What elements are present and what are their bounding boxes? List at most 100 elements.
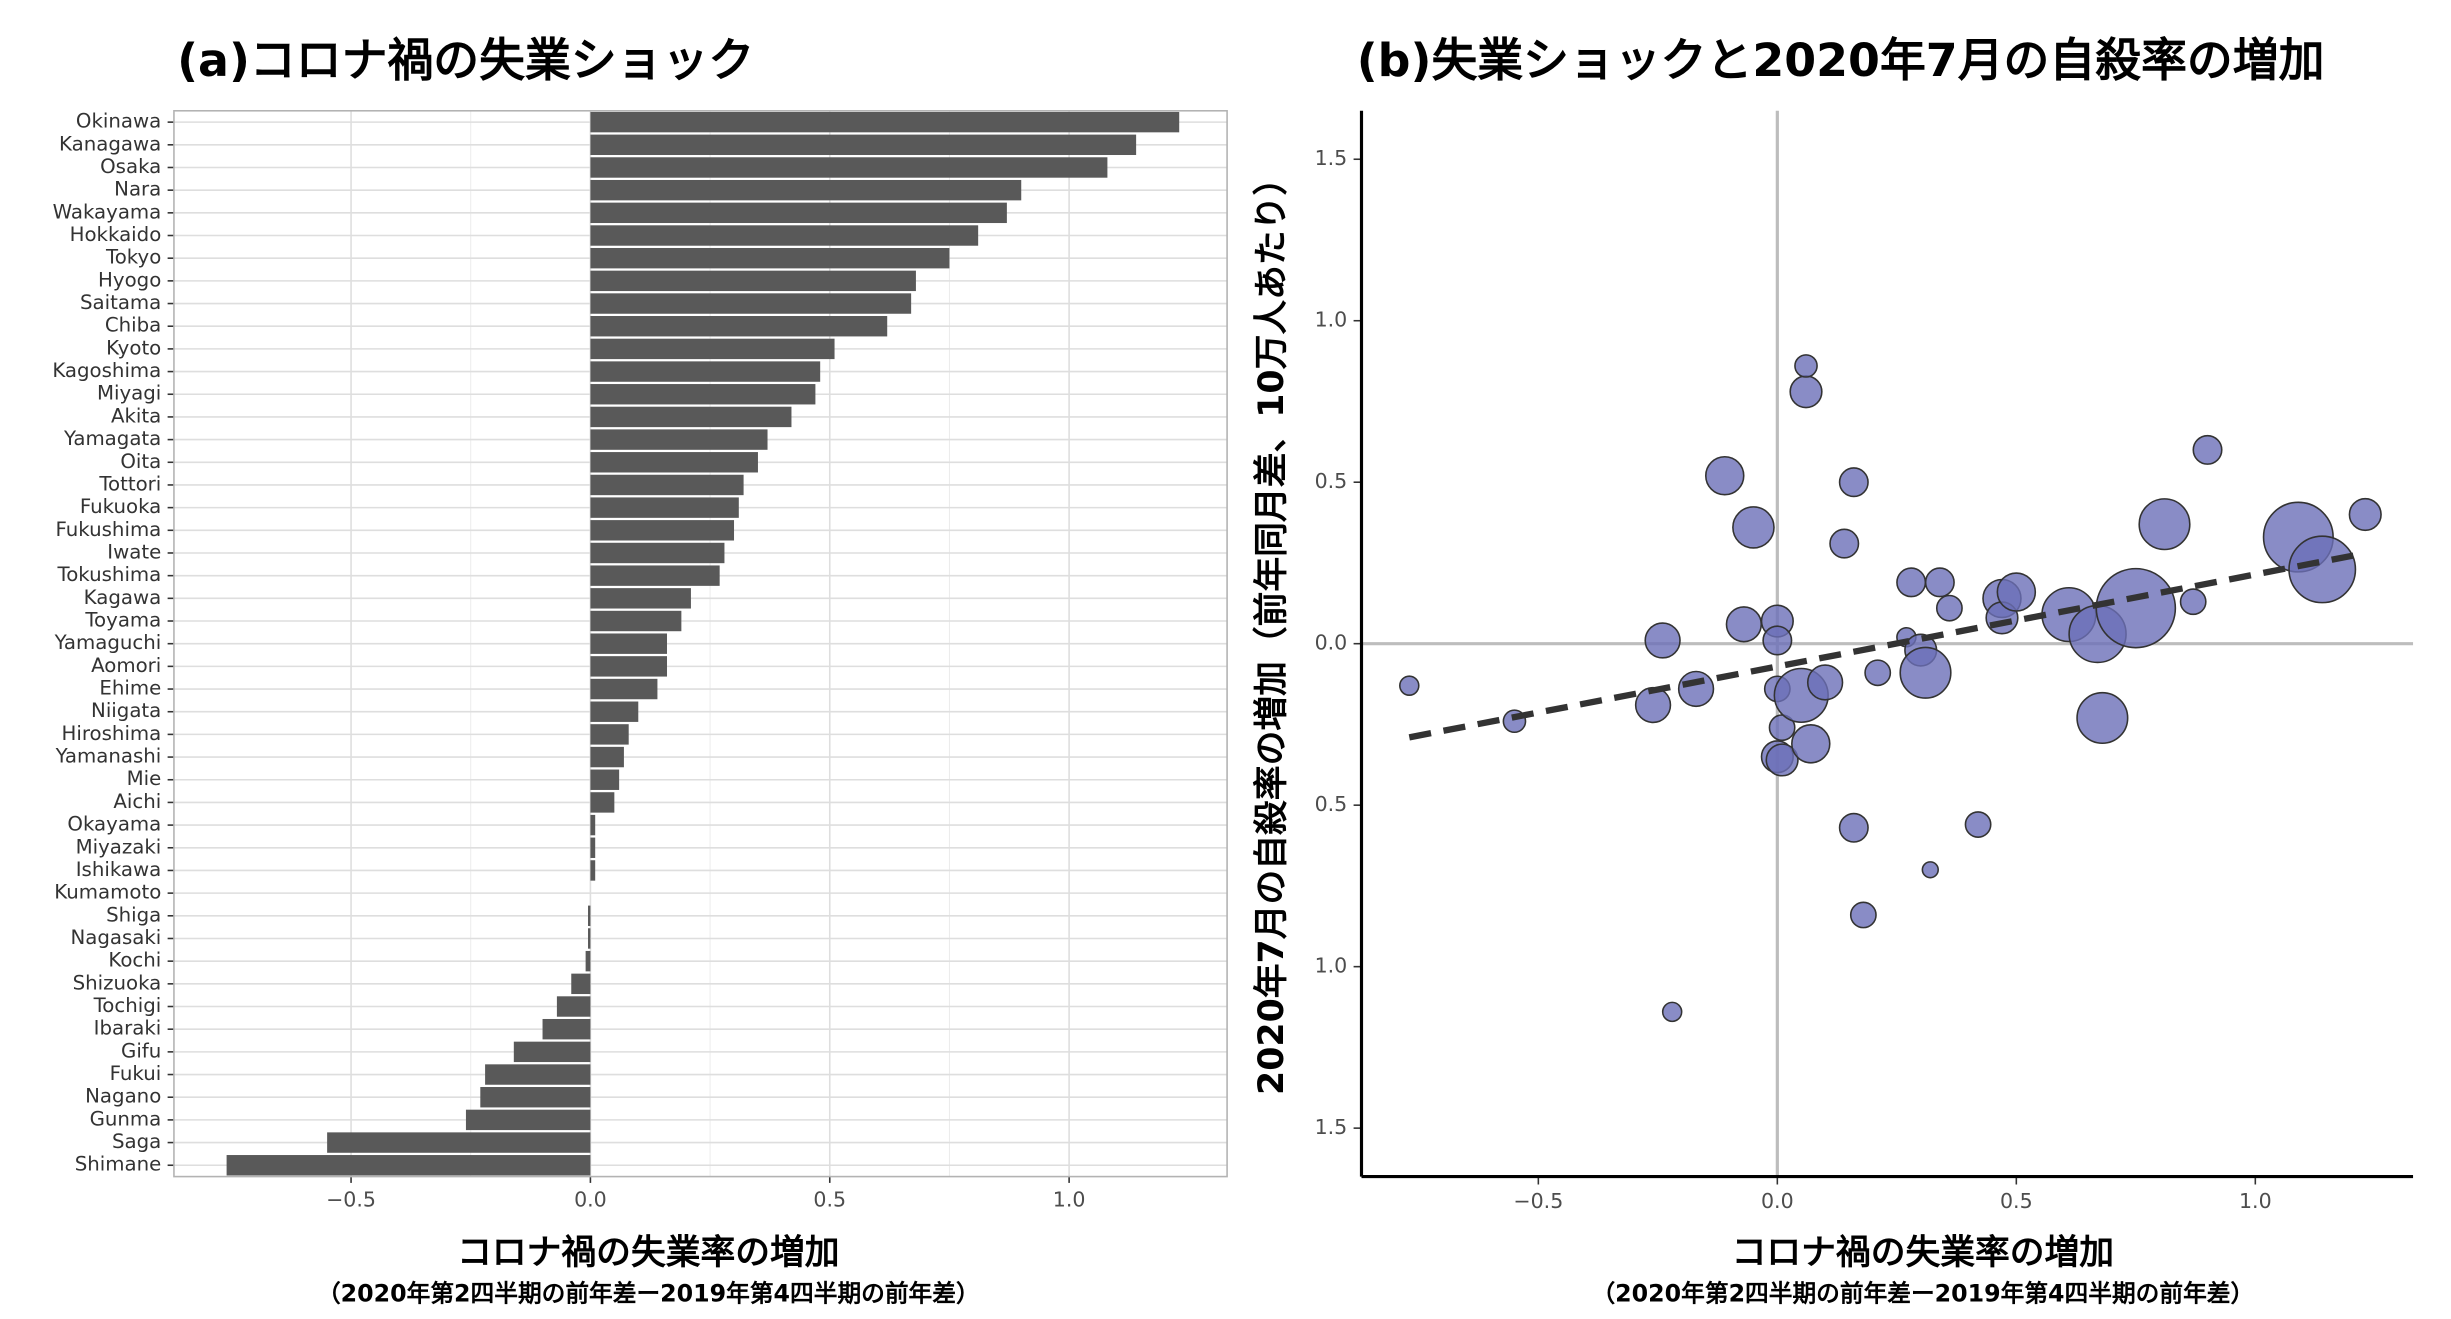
category-label: Miyagi: [97, 382, 161, 405]
category-label: Nagano: [85, 1085, 161, 1108]
bubble: [1644, 622, 1681, 659]
category-label: Osaka: [100, 155, 161, 178]
category-label: Oita: [120, 450, 161, 473]
category-label: Hokkaido: [70, 223, 162, 246]
bubble: [1704, 455, 1745, 496]
bubble: [2192, 434, 2223, 465]
bar: [590, 633, 668, 654]
y-tick-label: 0.5: [1315, 469, 1348, 493]
bubble: [1935, 594, 1963, 622]
x-tick-label: 0.0: [1761, 1189, 1794, 1213]
bubble: [2288, 535, 2357, 604]
category-label: Shimane: [75, 1153, 162, 1176]
bar: [556, 996, 591, 1017]
y-axis-label: 2020年7月の自殺率の増加（前年同月差、10万人あたり）: [1252, 161, 1292, 1095]
x-tick-label: 1.0: [1053, 1187, 1086, 1211]
bar: [513, 1041, 591, 1063]
bar: [590, 678, 658, 700]
bubble: [1677, 670, 1715, 708]
x-axis-sublabel: （2020年第2四半期の前年差ー2019年第4四半期の前年差）: [317, 1280, 980, 1308]
bar: [590, 860, 596, 881]
bar: [590, 384, 816, 405]
bar: [480, 1087, 591, 1108]
bar: [485, 1064, 591, 1085]
category-label: Okinawa: [76, 110, 161, 133]
category-label: Mie: [127, 767, 162, 790]
bubble: [2076, 691, 2129, 745]
category-label: Kumamoto: [54, 881, 161, 904]
category-label: Aichi: [113, 790, 161, 813]
bar: [590, 701, 639, 722]
x-axis-sublabel: （2020年第2四半期の前年差ー2019年第4四半期の前年差）: [1591, 1280, 2254, 1308]
bar: [590, 814, 596, 836]
category-label: Tokyo: [105, 246, 161, 269]
bubble: [1899, 646, 1952, 699]
category-label: Chiba: [105, 314, 161, 337]
x-tick-label: 0.0: [574, 1187, 607, 1211]
bar: [590, 497, 739, 518]
category-label: Gunma: [90, 1107, 162, 1130]
category-label: Aomori: [91, 654, 161, 677]
bubble: [1924, 567, 1955, 598]
bubble: [1829, 528, 1860, 559]
category-label: Shizuoka: [73, 971, 162, 994]
bar: [590, 724, 629, 745]
x-tick-label: 0.5: [2000, 1189, 2033, 1213]
category-label: Okayama: [67, 813, 161, 836]
category-label: Yamagata: [63, 427, 161, 450]
category-label: Fukui: [110, 1062, 162, 1085]
bar: [590, 792, 615, 813]
category-label: Kochi: [108, 949, 161, 972]
x-axis-label: コロナ禍の失業率の増加: [457, 1233, 839, 1273]
category-label: Wakayama: [53, 200, 162, 223]
category-label: Niigata: [91, 699, 161, 722]
bar: [588, 905, 591, 927]
bar: [590, 474, 744, 496]
bubble: [1849, 901, 1877, 929]
y-tick-label: 0.5: [1315, 792, 1348, 816]
bubble: [1762, 625, 1793, 656]
category-label: Gifu: [121, 1039, 161, 1062]
x-tick-label: −0.5: [326, 1187, 376, 1211]
bar: [590, 293, 912, 314]
category-label: Hiroshima: [62, 722, 162, 745]
category-label: Toyama: [84, 609, 161, 632]
category-label: Nagasaki: [70, 926, 161, 949]
bubble: [1765, 743, 1799, 777]
x-tick-label: 1.0: [2239, 1189, 2272, 1213]
category-label: Kyoto: [106, 336, 161, 359]
bubble: [1896, 567, 1927, 598]
chart-title: (a)コロナ禍の失業ショック: [177, 33, 754, 87]
bubble: [1806, 664, 1844, 701]
category-label: Fukuoka: [80, 495, 161, 518]
category-label: Saitama: [80, 291, 161, 314]
bubble: [1921, 861, 1939, 879]
category-label: Ehime: [99, 677, 161, 700]
category-label: Shiga: [106, 903, 161, 926]
x-tick-label: 0.5: [813, 1187, 846, 1211]
y-tick-label: 1.5: [1315, 146, 1348, 170]
bubble: [1996, 572, 2037, 612]
category-label: Tottori: [98, 472, 161, 495]
bar: [590, 746, 624, 768]
bubble: [2138, 498, 2191, 551]
bubble: [1791, 724, 1831, 764]
bar: [590, 769, 620, 790]
bar: [590, 565, 720, 586]
bubble: [1661, 1001, 1683, 1023]
bar: [226, 1155, 591, 1176]
bar: [590, 610, 682, 632]
category-label: Ishikawa: [76, 858, 162, 881]
bar: [590, 429, 768, 450]
bar: [465, 1109, 591, 1131]
bar: [590, 588, 691, 609]
bar: [571, 973, 591, 995]
category-label: Kagoshima: [52, 359, 161, 382]
panel-border: [173, 110, 1228, 1178]
bar: [590, 270, 916, 292]
bubble: [2095, 567, 2177, 649]
trend-line: [1408, 550, 2366, 741]
category-label: Tochigi: [93, 994, 162, 1017]
bar: [590, 202, 1007, 224]
category-label: Kagawa: [84, 586, 162, 609]
